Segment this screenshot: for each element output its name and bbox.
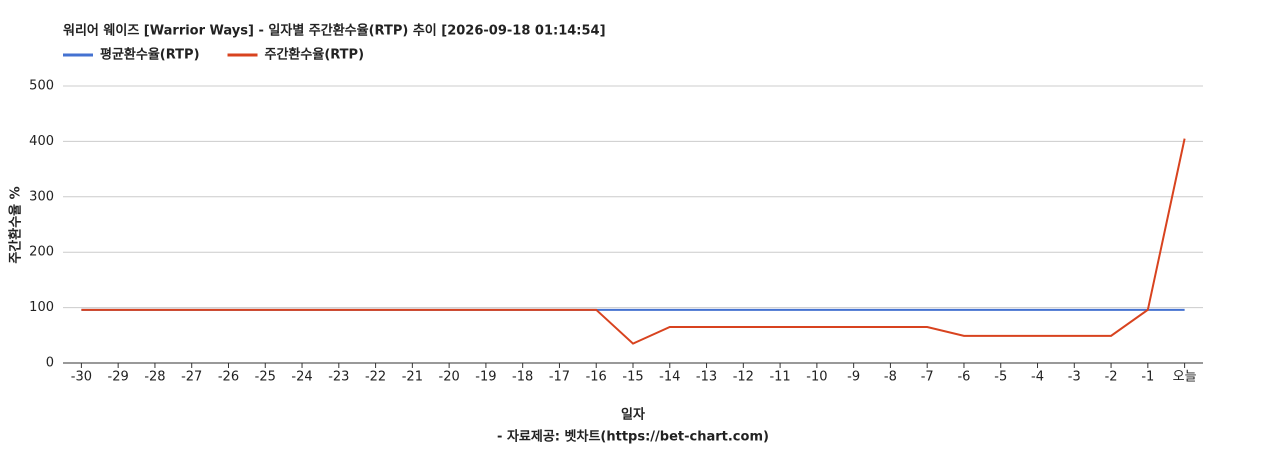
legend-label: 평균환수율(RTP) <box>100 47 200 63</box>
x-tick-label: -15 <box>622 370 643 385</box>
legend-label: 주간환수율(RTP) <box>265 47 365 63</box>
y-tick-label: 400 <box>29 134 54 149</box>
x-tick-label: -17 <box>549 370 570 385</box>
x-tick-label: -19 <box>475 370 496 385</box>
x-tick-label: -14 <box>659 370 680 385</box>
x-tick-label: -5 <box>994 370 1007 385</box>
x-tick-label: -9 <box>847 370 860 385</box>
x-axis-label: 일자 <box>621 408 645 423</box>
y-axis-label: 주간환수율 % <box>8 186 24 263</box>
x-tick-label: -30 <box>71 370 92 385</box>
x-tick-label: -28 <box>144 370 165 385</box>
y-tick-label: 200 <box>29 245 54 260</box>
x-tick-label: -16 <box>586 370 607 385</box>
chart-title: 워리어 웨이즈 [Warrior Ways] - 일자별 주간환수율(RTP) … <box>63 23 606 39</box>
x-tick-label: -1 <box>1141 370 1154 385</box>
x-tick-label: -2 <box>1105 370 1118 385</box>
y-tick-label: 100 <box>29 300 54 315</box>
x-tick-label: -24 <box>291 370 312 385</box>
x-tick-label: -8 <box>884 370 897 385</box>
x-tick-label: -27 <box>181 370 202 385</box>
y-tick-label: 500 <box>29 79 54 94</box>
x-tick-label: -7 <box>921 370 934 385</box>
x-tick-label: -25 <box>255 370 276 385</box>
x-tick-label: -21 <box>402 370 423 385</box>
x-tick-label: -6 <box>957 370 970 385</box>
x-tick-label: -12 <box>733 370 754 385</box>
x-tick-label: -4 <box>1031 370 1044 385</box>
x-tick-label: -10 <box>806 370 827 385</box>
x-tick-label: -22 <box>365 370 386 385</box>
y-tick-label: 300 <box>29 189 54 204</box>
series-line <box>81 138 1186 345</box>
x-tick-label: 오늘 <box>1173 370 1197 385</box>
x-tick-label: -20 <box>439 370 460 385</box>
x-tick-label: -18 <box>512 370 533 385</box>
y-tick-label: 0 <box>46 356 54 371</box>
x-tick-label: -11 <box>769 370 790 385</box>
x-tick-label: -26 <box>218 370 239 385</box>
x-tick-label: -3 <box>1068 370 1081 385</box>
source-note: - 자료제공: 벳차트(https://bet-chart.com) <box>497 429 769 445</box>
x-tick-label: -23 <box>328 370 349 385</box>
x-tick-label: -13 <box>696 370 717 385</box>
x-tick-label: -29 <box>108 370 129 385</box>
